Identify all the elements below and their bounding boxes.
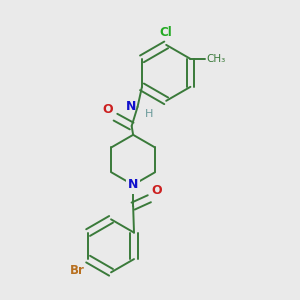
Text: O: O	[152, 184, 162, 197]
Text: N: N	[128, 178, 138, 191]
Text: Br: Br	[70, 264, 85, 278]
Text: N: N	[126, 100, 136, 113]
Text: Cl: Cl	[160, 26, 172, 39]
Text: CH₃: CH₃	[206, 54, 225, 64]
Text: O: O	[103, 103, 113, 116]
Text: H: H	[145, 109, 153, 119]
